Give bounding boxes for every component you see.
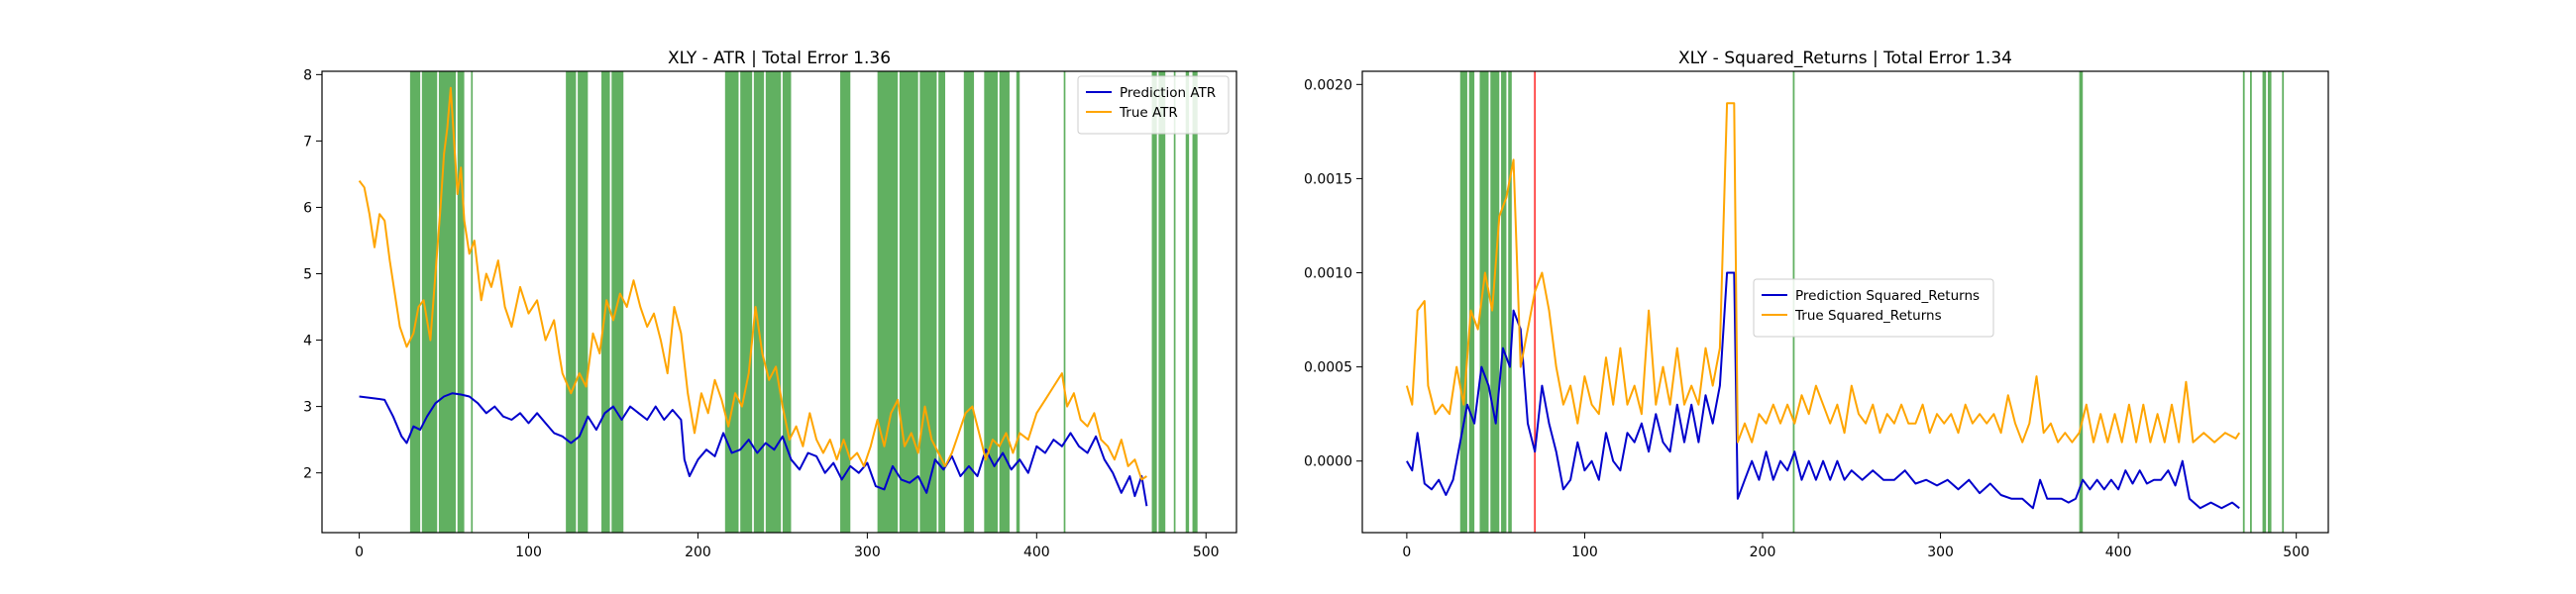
squared-returns-x-tick-label: 300 [1927,544,1954,560]
atr-highlight-band [1158,71,1166,533]
squared-returns-x-tick-label: 500 [2283,544,2309,560]
squared-returns-x-tick-label: 100 [1571,544,1598,560]
atr-highlight-band [840,71,851,533]
squared-returns-series-line-prediction [1406,271,2240,510]
atr-series-line-prediction [359,392,1148,507]
atr-legend: Prediction ATR True ATR [1077,75,1230,135]
atr-highlight-band [984,71,998,533]
squared-returns-highlight-band [1490,71,1500,533]
squared-returns-x-tick-label: 200 [1750,544,1776,560]
atr-highlight-band [1192,71,1198,533]
atr-chart-title: XLY - ATR | Total Error 1.36 [668,49,891,68]
squared-returns-highlight-band [1501,71,1507,533]
squared-returns-highlight-band [1479,71,1489,533]
atr-highlight-band [1173,71,1176,533]
atr-highlight-band [724,71,739,533]
atr-x-tick-label: 400 [1023,544,1050,560]
atr-highlight-band [877,71,899,533]
atr-y-tick-label: 8 [303,67,312,83]
atr-highlight-band [753,71,765,533]
atr-y-tick-label: 2 [303,466,312,482]
squared-returns-legend-label: Prediction Squared_Returns [1795,288,1980,304]
squared-returns-chart: 0 100 200 300 400 500 0.0000 0.0005 0.0010 0.001… [1304,49,2329,560]
atr-series-lines [358,86,1148,507]
atr-highlight-band [765,71,782,533]
atr-legend-label: Prediction ATR [1120,85,1216,101]
atr-highlight-band [409,71,421,533]
squared-returns-y-tick-label: 0.0000 [1304,454,1352,470]
atr-highlight-band [438,71,457,533]
squared-returns-x-tick-label: 0 [1402,544,1411,560]
squared-returns-highlight-band [1459,71,1467,533]
atr-y-tick-label: 4 [303,334,312,349]
atr-highlight-band [782,71,792,533]
squared-returns-plot-frame [1361,70,2329,534]
squared-returns-highlight-band [2267,71,2272,533]
squared-returns-highlight-band [1508,71,1512,533]
squared-returns-y-axis-ticks: 0.0000 0.0005 0.0010 0.0015 0.0020 [1304,77,1362,470]
atr-series-line-true [358,86,1147,481]
atr-plot-frame [321,70,1237,534]
squared-returns-x-tick-label: 400 [2105,544,2132,560]
squared-returns-legend: Prediction Squared_Returns True Squared_R… [1753,278,1994,338]
atr-highlight-band [457,71,465,533]
atr-x-axis-ticks: 0 100 200 300 400 500 [355,533,1220,560]
atr-x-tick-label: 100 [515,544,542,560]
atr-highlight-band [471,71,474,533]
atr-y-tick-label: 6 [303,200,312,216]
squared-returns-y-tick-label: 0.0005 [1304,360,1352,376]
atr-y-axis-ticks: 2 3 4 5 6 7 8 [303,67,322,482]
atr-x-tick-label: 500 [1193,544,1220,560]
squared-returns-x-axis-ticks: 0 100 200 300 400 500 [1402,533,2309,560]
squared-returns-series-line-true [1405,102,2241,444]
atr-highlight-band [899,71,918,533]
squared-returns-highlight-band [2249,71,2252,533]
squared-returns-legend-label: True Squared_Returns [1794,308,1942,324]
atr-x-tick-label: 0 [355,544,364,560]
atr-highlight-band [1151,71,1157,533]
atr-legend-box [1077,75,1230,135]
atr-chart: 0 100 200 300 400 500 2 3 4 5 6 7 8 XLY - ATR | Tot… [303,49,1237,560]
atr-highlight-band [999,71,1010,533]
squared-returns-highlight-band [2079,71,2084,533]
squared-returns-highlight-band [2282,71,2285,533]
atr-y-tick-label: 5 [303,267,312,283]
atr-highlight-band [740,71,753,533]
atr-y-tick-label: 3 [303,400,312,416]
atr-x-tick-label: 200 [685,544,711,560]
squared-returns-highlight-band [2262,71,2267,533]
atr-y-tick-label: 7 [303,134,312,149]
atr-highlight-band [566,71,577,533]
atr-legend-label: True ATR [1119,105,1178,121]
atr-highlight-band [963,71,975,533]
atr-x-tick-label: 300 [854,544,881,560]
atr-highlight-band [1185,71,1190,533]
squared-returns-y-tick-label: 0.0010 [1304,266,1352,282]
squared-returns-chart-title: XLY - Squared_Returns | Total Error 1.34 [1678,49,2012,68]
atr-highlight-band [938,71,946,533]
squared-returns-highlight-band [1468,71,1475,533]
squared-returns-legend-box [1753,278,1994,338]
atr-highlight-band [1063,71,1066,533]
atr-highlight-band [1016,71,1020,533]
squared-returns-y-tick-label: 0.0020 [1304,77,1352,93]
squared-returns-y-tick-label: 0.0015 [1304,171,1352,187]
squared-returns-highlight-band [2242,71,2245,533]
atr-highlight-band [578,71,589,533]
squared-returns-series-lines [1405,102,2241,510]
